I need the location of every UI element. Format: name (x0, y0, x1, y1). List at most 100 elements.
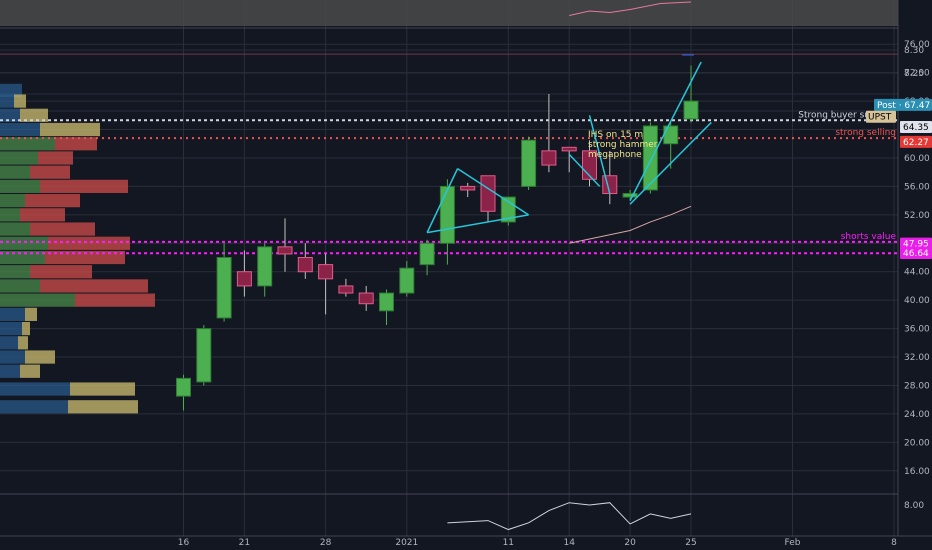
candle-body (419, 242, 435, 266)
time-tick-label: 11 (503, 538, 514, 548)
volume-bar (55, 137, 97, 151)
price-tick-label: 44.00 (904, 268, 930, 278)
volume-bar (30, 165, 70, 179)
candle-body (521, 139, 537, 187)
candle-body (561, 146, 577, 152)
price-tag-label: 62.27 (903, 138, 929, 148)
candle-body (439, 185, 455, 244)
volume-bar (0, 122, 40, 137)
price-tick-label: 36.00 (904, 325, 930, 335)
upper-tick-label: 8.30 (904, 46, 924, 56)
volume-bar (68, 400, 138, 414)
indicator-line (447, 502, 692, 531)
volume-bar (0, 83, 22, 98)
volume-bar (70, 382, 135, 396)
volume-bar (0, 194, 25, 208)
horizontal-levels: Strong buyer su strong selling shorts valu… (0, 53, 898, 255)
volume-bar (25, 307, 37, 321)
trend-line (629, 61, 702, 201)
candle-body (318, 264, 334, 280)
price-tag (900, 246, 932, 259)
candle-body (236, 271, 252, 287)
candle-body (176, 377, 191, 397)
volume-bar (38, 151, 73, 165)
volume-bar (0, 222, 30, 236)
volume-bar (40, 122, 100, 137)
candle-body (277, 246, 293, 255)
candle-body (622, 193, 638, 198)
volume-bar (0, 336, 18, 350)
price-tick-label: 20.00 (904, 438, 930, 448)
price-tick-label: 40.00 (904, 296, 930, 306)
candle-body (460, 185, 476, 191)
trend-line (588, 115, 611, 194)
price-tag (874, 98, 932, 111)
volume-bar (0, 321, 22, 336)
candle-body (196, 328, 212, 383)
time-tick-label: 14 (563, 538, 575, 548)
trend-line (426, 214, 529, 234)
time-tick-label: Feb (785, 538, 801, 548)
volume-bar (0, 400, 68, 414)
volume-bar (18, 336, 28, 350)
annotation-line: strong hammer (588, 140, 658, 150)
volume-bar (0, 293, 75, 307)
symbol-tag (866, 110, 896, 123)
candle-body (683, 100, 699, 120)
volume-bar (0, 350, 25, 364)
candle-body (257, 246, 273, 287)
price-tick-label: 56.00 (904, 182, 930, 192)
candlestick-series (176, 65, 699, 411)
volume-bar (0, 250, 45, 265)
volume-bar (0, 265, 30, 279)
time-axis[interactable]: 16 21 28 2021 11 14 20 25 Feb 8 (178, 538, 897, 548)
level-label: strong selling (835, 128, 896, 138)
volume-bar (40, 279, 148, 293)
price-tick-label: 72.00 (904, 69, 930, 79)
upper-tick-label: 8.25 (904, 69, 924, 79)
price-tick-label: 76.00 (904, 40, 930, 50)
time-tick-label: 21 (239, 538, 250, 548)
volume-bar (0, 307, 25, 321)
volume-bar (20, 364, 40, 378)
volume-bar (20, 208, 65, 222)
candle-body (480, 175, 496, 212)
price-tag-label: 64.35 (903, 123, 929, 133)
price-tick-label: 32.00 (904, 353, 930, 363)
time-tick-label: 2021 (395, 538, 418, 548)
volume-bar (30, 265, 92, 279)
price-tag (900, 135, 932, 148)
top-pane-line (569, 1, 692, 16)
time-tick-label: 16 (178, 538, 190, 548)
candle-body (541, 150, 557, 166)
candle-body (216, 257, 232, 319)
candle-body (663, 125, 679, 145)
candle-body (642, 125, 658, 191)
top-pane-band (0, 0, 898, 26)
volume-bar (40, 179, 128, 194)
volume-bar (48, 236, 130, 250)
candle-body (399, 267, 415, 294)
price-tick-label: 60.00 (904, 154, 930, 164)
volume-bar (0, 108, 20, 122)
candle-body (358, 292, 374, 305)
time-tick-label: 25 (685, 538, 696, 548)
candle-body (297, 257, 313, 273)
candle-body (338, 285, 354, 294)
top-pane (0, 0, 898, 26)
annotation-line: megaphone (588, 150, 642, 160)
trend-lines (426, 61, 712, 234)
price-tick-label: 52.00 (904, 211, 930, 221)
volume-bar (30, 222, 95, 236)
volume-bar (0, 279, 40, 293)
symbol-tag-label: UPST (868, 113, 892, 123)
price-tick-label: 16.00 (904, 467, 930, 477)
candle-body (379, 292, 394, 312)
indicator-pane (447, 502, 692, 531)
volume-bar (75, 293, 155, 307)
trend-line (457, 168, 530, 216)
